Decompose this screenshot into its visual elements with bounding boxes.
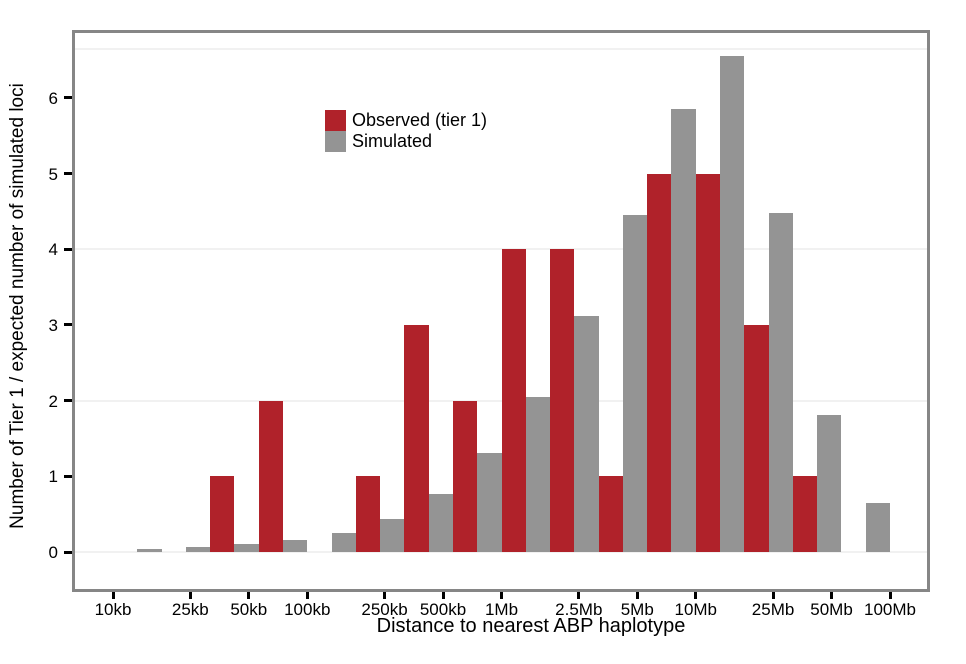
bar-simulated — [428, 493, 453, 552]
x-tick-mark — [830, 592, 834, 599]
y-tick-mark — [64, 399, 72, 403]
bar-simulated — [137, 548, 162, 552]
bar-simulated — [720, 56, 745, 552]
bar-observed — [695, 173, 721, 552]
x-tick-mark — [771, 592, 775, 599]
y-tick-mark — [64, 96, 72, 100]
x-tick-mark — [635, 592, 639, 599]
bar-simulated — [477, 452, 502, 552]
y-tick-label: 3 — [48, 315, 58, 335]
y-tick-label: 6 — [48, 88, 58, 108]
bar-simulated — [622, 215, 648, 552]
x-tick-label: 50kb — [230, 600, 268, 619]
bar-simulated — [380, 519, 405, 552]
x-tick-mark — [383, 592, 387, 599]
y-axis-title: Number of Tier 1 / expected number of si… — [7, 83, 28, 529]
bar-observed — [210, 476, 235, 552]
legend: Observed (tier 1) Simulated — [325, 110, 487, 152]
y-tick-mark — [64, 323, 72, 327]
x-tick-mark — [247, 592, 251, 599]
gridline — [75, 248, 927, 251]
y-tick-label: 0 — [48, 543, 58, 562]
bar-observed — [355, 476, 381, 552]
x-tick-label: 2.5Mb — [555, 600, 603, 619]
x-tick-mark — [888, 592, 892, 599]
bar-simulated — [525, 396, 551, 552]
y-tick-label: 5 — [48, 164, 58, 184]
x-tick-label: 250kb — [361, 600, 408, 619]
bar-simulated — [865, 502, 890, 552]
x-tick-label: 1Mb — [484, 600, 519, 619]
x-tick-label: 5Mb — [620, 600, 654, 619]
y-tick-label: 2 — [48, 391, 58, 411]
bar-simulated — [331, 533, 356, 552]
legend-label-simulated: Simulated — [352, 131, 433, 151]
x-tick-label: 100kb — [284, 600, 331, 619]
x-tick-mark — [111, 592, 115, 599]
bar-simulated — [574, 315, 599, 552]
x-tick-label: 100Mb — [864, 600, 916, 619]
bar-observed — [501, 249, 526, 552]
y-tick-mark — [64, 247, 72, 251]
y-tick-label: 4 — [48, 240, 58, 260]
legend-item-simulated: Simulated — [325, 131, 487, 152]
bar-simulated — [234, 544, 259, 552]
y-tick-mark — [64, 474, 72, 478]
gridline — [75, 47, 927, 50]
x-tick-label: 50Mb — [810, 600, 853, 619]
y-tick-mark — [64, 172, 72, 175]
bar-observed — [452, 400, 478, 552]
observed-swatch-icon — [325, 110, 346, 131]
bar-simulated — [768, 212, 793, 552]
bar-simulated — [817, 414, 842, 552]
x-tick-mark — [441, 592, 445, 599]
x-tick-label: 25Mb — [751, 600, 795, 619]
x-tick-mark — [694, 592, 698, 599]
x-tick-label: 500kb — [419, 600, 467, 619]
gridline — [75, 399, 927, 402]
bar-observed — [258, 400, 283, 552]
bar-observed — [404, 324, 429, 552]
x-tick-mark — [577, 592, 581, 599]
bar-simulated — [185, 546, 211, 552]
gridline — [75, 551, 927, 553]
x-axis-title: Distance to nearest ABP haplotype — [376, 615, 686, 637]
legend-item-observed: Observed (tier 1) — [325, 110, 487, 131]
x-tick-label: 25kb — [171, 600, 209, 619]
x-tick-mark — [500, 592, 503, 599]
bar-observed — [792, 476, 818, 552]
x-tick-label: 10Mb — [674, 600, 718, 619]
simulated-swatch-icon — [325, 131, 346, 152]
x-tick-mark — [305, 592, 309, 599]
legend-label-observed: Observed (tier 1) — [352, 110, 488, 130]
bar-simulated — [671, 109, 696, 552]
bar-observed — [550, 249, 575, 552]
bar-simulated — [282, 539, 308, 552]
y-tick-label: 1 — [48, 467, 58, 487]
x-tick-mark — [188, 592, 192, 599]
y-tick-mark — [64, 550, 72, 554]
x-tick-label: 10kb — [94, 600, 132, 619]
bar-observed — [647, 173, 672, 552]
bar-observed — [598, 476, 623, 552]
bar-observed — [744, 324, 769, 552]
